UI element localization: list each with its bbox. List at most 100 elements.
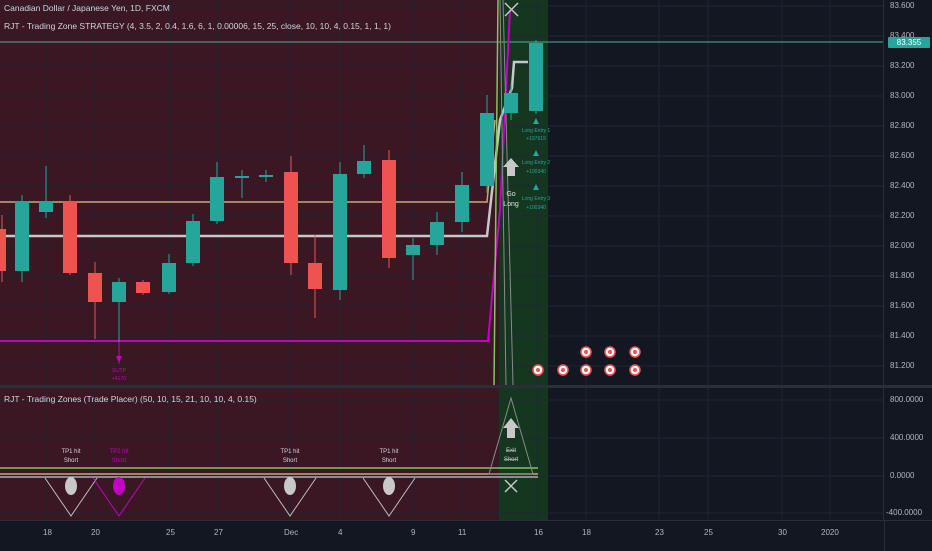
time-tick: 4: [338, 528, 343, 537]
candle: [186, 214, 200, 266]
trade-marker-icon: [532, 364, 544, 376]
price-tick: 83.000: [890, 91, 915, 100]
trade-marker-icon: [629, 346, 641, 358]
last-price-tag: 83.355: [888, 37, 930, 48]
price-axis[interactable]: 83.600 83.400 83.200 83.000 82.800 82.60…: [883, 0, 932, 385]
candle: [529, 40, 543, 114]
entry-arrow-icon: [533, 118, 539, 124]
candle: [480, 95, 494, 193]
candle: [235, 170, 249, 198]
time-tick: 30: [778, 528, 787, 537]
candlesticks: [0, 40, 543, 350]
pane-separator[interactable]: [0, 385, 932, 388]
svg-text:+100340: +100340: [526, 169, 546, 175]
svg-text:Long Entry 1: Long Entry 1: [522, 128, 551, 134]
svg-text:Exit: Exit: [506, 448, 516, 454]
price-tick: 82.800: [890, 121, 915, 130]
svg-text:Short: Short: [382, 458, 397, 464]
candle: [382, 150, 396, 268]
time-tick: 20: [91, 528, 100, 537]
candle: [112, 278, 126, 350]
indicator-pane[interactable]: TP1 hit Short TP2 hit Short TP1 hit Shor…: [0, 388, 884, 520]
exit-cross-icon: [504, 479, 518, 493]
price-tick: 81.400: [890, 331, 915, 340]
candle: [39, 166, 53, 218]
svg-text:TP2 hit: TP2 hit: [109, 449, 128, 455]
time-tick: 25: [166, 528, 175, 537]
trade-marker-icon: [580, 364, 592, 376]
time-tick: 16: [534, 528, 543, 537]
svg-text:+197619: +197619: [526, 136, 546, 142]
tp-hit-icon: [383, 477, 395, 495]
price-chart-svg[interactable]: SL/TP +4170 Go Long Long Entry 1 +197619…: [0, 0, 884, 385]
up-arrow-icon: [503, 418, 519, 438]
sl-tp-marker: SL/TP +4170: [112, 342, 127, 382]
candle: [0, 215, 6, 282]
svg-text:Short: Short: [112, 458, 127, 464]
candle: [333, 162, 347, 300]
time-tick: 2020: [821, 528, 839, 537]
candle: [259, 170, 273, 182]
indicator-axis[interactable]: 800.0000 400.0000 0.0000 -400.0000: [883, 388, 932, 520]
time-tick: 18: [43, 528, 52, 537]
tp-marker-2: TP2 hit Short: [92, 449, 146, 517]
tp-hit-icon: [113, 477, 125, 495]
time-tick: 11: [458, 528, 467, 537]
candle: [63, 195, 77, 275]
indicator-chart-svg[interactable]: TP1 hit Short TP2 hit Short TP1 hit Shor…: [0, 388, 884, 520]
candle: [308, 235, 322, 318]
price-tick: 82.000: [890, 241, 915, 250]
long-entry-labels: Long Entry 1 +197619 Long Entry 2 +10034…: [522, 118, 551, 211]
exit-short-marker: Exit Short: [488, 396, 534, 493]
time-tick: 23: [655, 528, 664, 537]
trade-markers: [532, 346, 641, 376]
tp-marker-4: TP1 hit Short: [362, 449, 416, 517]
candle: [430, 212, 444, 255]
price-tick: 82.600: [890, 151, 915, 160]
candle: [406, 238, 420, 280]
grid-lines: [0, 388, 884, 520]
candle: [15, 195, 29, 282]
go-long-label-2: Long: [503, 201, 519, 208]
time-tick: 18: [582, 528, 591, 537]
time-tick: 9: [411, 528, 416, 537]
trade-marker-icon: [629, 364, 641, 376]
bullish-zone-background: [499, 388, 548, 520]
go-long-marker: Go Long: [503, 158, 519, 208]
indicator-legend[interactable]: RJT - Trading Zones (Trade Placer) (50, …: [4, 394, 257, 404]
price-tick: 82.400: [890, 181, 915, 190]
strategy-legend[interactable]: RJT - Trading Zone STRATEGY (4, 3.5, 2, …: [4, 21, 391, 31]
trade-marker-icon: [604, 346, 616, 358]
trade-marker-icon: [557, 364, 569, 376]
osc-tick: 800.0000: [890, 395, 924, 404]
entry-arrow-icon: [533, 184, 539, 190]
price-tick: 82.200: [890, 211, 915, 220]
bearish-zone-background: [0, 0, 499, 385]
svg-text:TP1 hit: TP1 hit: [61, 449, 80, 455]
price-tick: 83.200: [890, 61, 915, 70]
svg-text:TP1 hit: TP1 hit: [280, 449, 299, 455]
candle: [136, 280, 150, 295]
svg-text:Long Entry 3: Long Entry 3: [522, 196, 551, 202]
entry-arrow-icon: [533, 150, 539, 156]
candle: [504, 84, 518, 120]
time-axis[interactable]: 18 20 25 27 Dec 4 9 11 16 18 23 25 30 20…: [0, 520, 884, 551]
price-pane[interactable]: SL/TP +4170 Go Long Long Entry 1 +197619…: [0, 0, 884, 385]
osc-tick: -400.0000: [886, 508, 923, 517]
sl-tp-value: +4170: [112, 376, 126, 382]
gray-vertical-line-2: [502, 0, 514, 385]
svg-text:Long Entry 2: Long Entry 2: [522, 160, 551, 166]
candle: [357, 145, 371, 178]
symbol-legend[interactable]: Canadian Dollar / Japanese Yen, 1D, FXCM: [4, 3, 170, 13]
trade-marker-icon: [604, 364, 616, 376]
trade-marker-icon: [580, 346, 592, 358]
candle: [210, 162, 224, 224]
time-tick: 27: [214, 528, 223, 537]
tp-marker-3: TP1 hit Short: [263, 449, 317, 517]
axis-corner: [884, 520, 932, 551]
candle: [284, 156, 298, 275]
go-long-label: Go: [506, 191, 515, 198]
tp-marker-1: TP1 hit Short: [44, 449, 98, 517]
grid-lines: [0, 0, 884, 385]
